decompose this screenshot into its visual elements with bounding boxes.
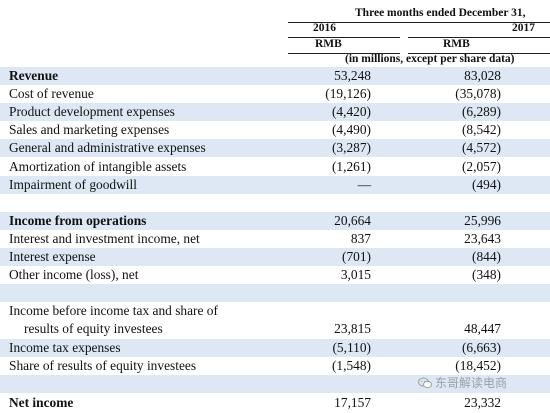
value-2016: 17,157	[334, 395, 371, 410]
row-label: Sales and marketing expenses	[9, 122, 170, 138]
currency-2016-header: RMB	[315, 38, 342, 50]
value-2017: (348)	[471, 267, 501, 283]
value-2016: 3,015	[340, 267, 371, 283]
table-row-spacer	[0, 284, 550, 303]
year-rule-2017	[408, 37, 550, 38]
year-2017-header: 2017	[512, 22, 535, 34]
row-label: Net income	[9, 395, 74, 410]
table-row-income-from-operations: Income from operations 20,664 25,996	[0, 211, 550, 230]
row-label: Product development expenses	[9, 104, 175, 120]
year-rule-2016	[288, 37, 400, 38]
row-label-continued: results of equity investees	[24, 321, 163, 337]
table-row-amortization: Amortization of intangible assets (1,261…	[0, 158, 550, 176]
value-2016: (1,548)	[331, 357, 371, 373]
table-row-net-income: Net income 17,157 23,332	[0, 394, 550, 412]
currency-rule-2017	[408, 53, 550, 54]
value-2017: 83,028	[464, 68, 501, 83]
watermark-text: 东哥解读电商	[435, 376, 508, 390]
row-label: Income tax expenses	[9, 339, 121, 355]
value-2016: 53,248	[334, 68, 371, 83]
value-2017: 25,996	[464, 212, 501, 228]
units-header: (in millions, except per share data)	[345, 53, 515, 65]
table-row-impairment: Impairment of goodwill — (494)	[0, 175, 550, 194]
value-2016: (4,420)	[331, 104, 371, 120]
value-2017: (844)	[471, 249, 501, 264]
row-label: Income before income tax and share of	[9, 303, 218, 319]
currency-rule-2016	[288, 53, 400, 54]
watermark: 东哥解读电商	[418, 374, 507, 391]
table-row-spacer	[0, 194, 550, 212]
table-row-general-admin: General and administrative expenses (3,2…	[0, 139, 550, 158]
row-label: Share of results of equity investees	[9, 357, 197, 373]
value-2017: 23,643	[464, 230, 501, 246]
table-row-share-equity-investees: Share of results of equity investees (1,…	[0, 357, 550, 375]
value-2016: (4,490)	[331, 122, 371, 138]
period-rule	[288, 22, 550, 23]
table-row-interest-expense: Interest expense (701) (844)	[0, 248, 550, 267]
value-2017: (18,452)	[455, 357, 501, 373]
value-2017: (35,078)	[455, 86, 501, 102]
row-label: Cost of revenue	[9, 86, 94, 102]
row-label: Revenue	[9, 68, 59, 83]
table-row-spacer	[0, 374, 550, 393]
value-2016: (19,126)	[325, 86, 371, 102]
table-row-income-before-tax: Income before income tax and share of re…	[0, 302, 550, 338]
row-label: Income from operations	[9, 212, 147, 228]
table-row-cost-of-revenue: Cost of revenue (19,126) (35,078)	[0, 85, 550, 103]
value-2016: (1,261)	[331, 158, 371, 174]
table-row-product-development: Product development expenses (4,420) (6,…	[0, 103, 550, 122]
value-2017: (4,572)	[461, 140, 501, 156]
period-header: Three months ended December 31,	[355, 7, 526, 19]
value-2017: (8,542)	[461, 122, 501, 138]
value-2017: 48,447	[464, 321, 501, 337]
year-2016-header: 2016	[313, 22, 336, 34]
row-label: General and administrative expenses	[9, 140, 206, 156]
value-2016: 23,815	[334, 321, 371, 337]
value-2017: (2,057)	[461, 158, 501, 174]
value-2017: 23,332	[464, 395, 501, 410]
value-2017: (494)	[471, 176, 501, 192]
table-row-income-tax: Income tax expenses (5,110) (6,663)	[0, 338, 550, 357]
value-2016: (3,287)	[331, 140, 371, 156]
table-row-revenue: Revenue 53,248 83,028	[0, 67, 550, 86]
table-row-sales-marketing: Sales and marketing expenses (4,490) (8,…	[0, 121, 550, 139]
value-2017: (6,663)	[461, 339, 501, 355]
value-2016: —	[357, 176, 371, 192]
row-label: Other income (loss), net	[9, 267, 139, 283]
wechat-icon	[418, 377, 432, 388]
row-label: Interest and investment income, net	[9, 230, 200, 246]
currency-2017-header: RMB	[443, 38, 470, 50]
table-row-other-income: Other income (loss), net 3,015 (348)	[0, 266, 550, 284]
value-2016: 20,664	[334, 212, 371, 228]
row-label: Interest expense	[9, 249, 96, 264]
row-label: Impairment of goodwill	[9, 176, 137, 192]
value-2016: (701)	[341, 249, 371, 264]
table-row-interest-investment-income: Interest and investment income, net 837 …	[0, 230, 550, 248]
value-2016: 837	[350, 230, 371, 246]
value-2017: (6,289)	[461, 104, 501, 120]
row-label: Amortization of intangible assets	[9, 158, 187, 174]
value-2016: (5,110)	[332, 339, 371, 355]
